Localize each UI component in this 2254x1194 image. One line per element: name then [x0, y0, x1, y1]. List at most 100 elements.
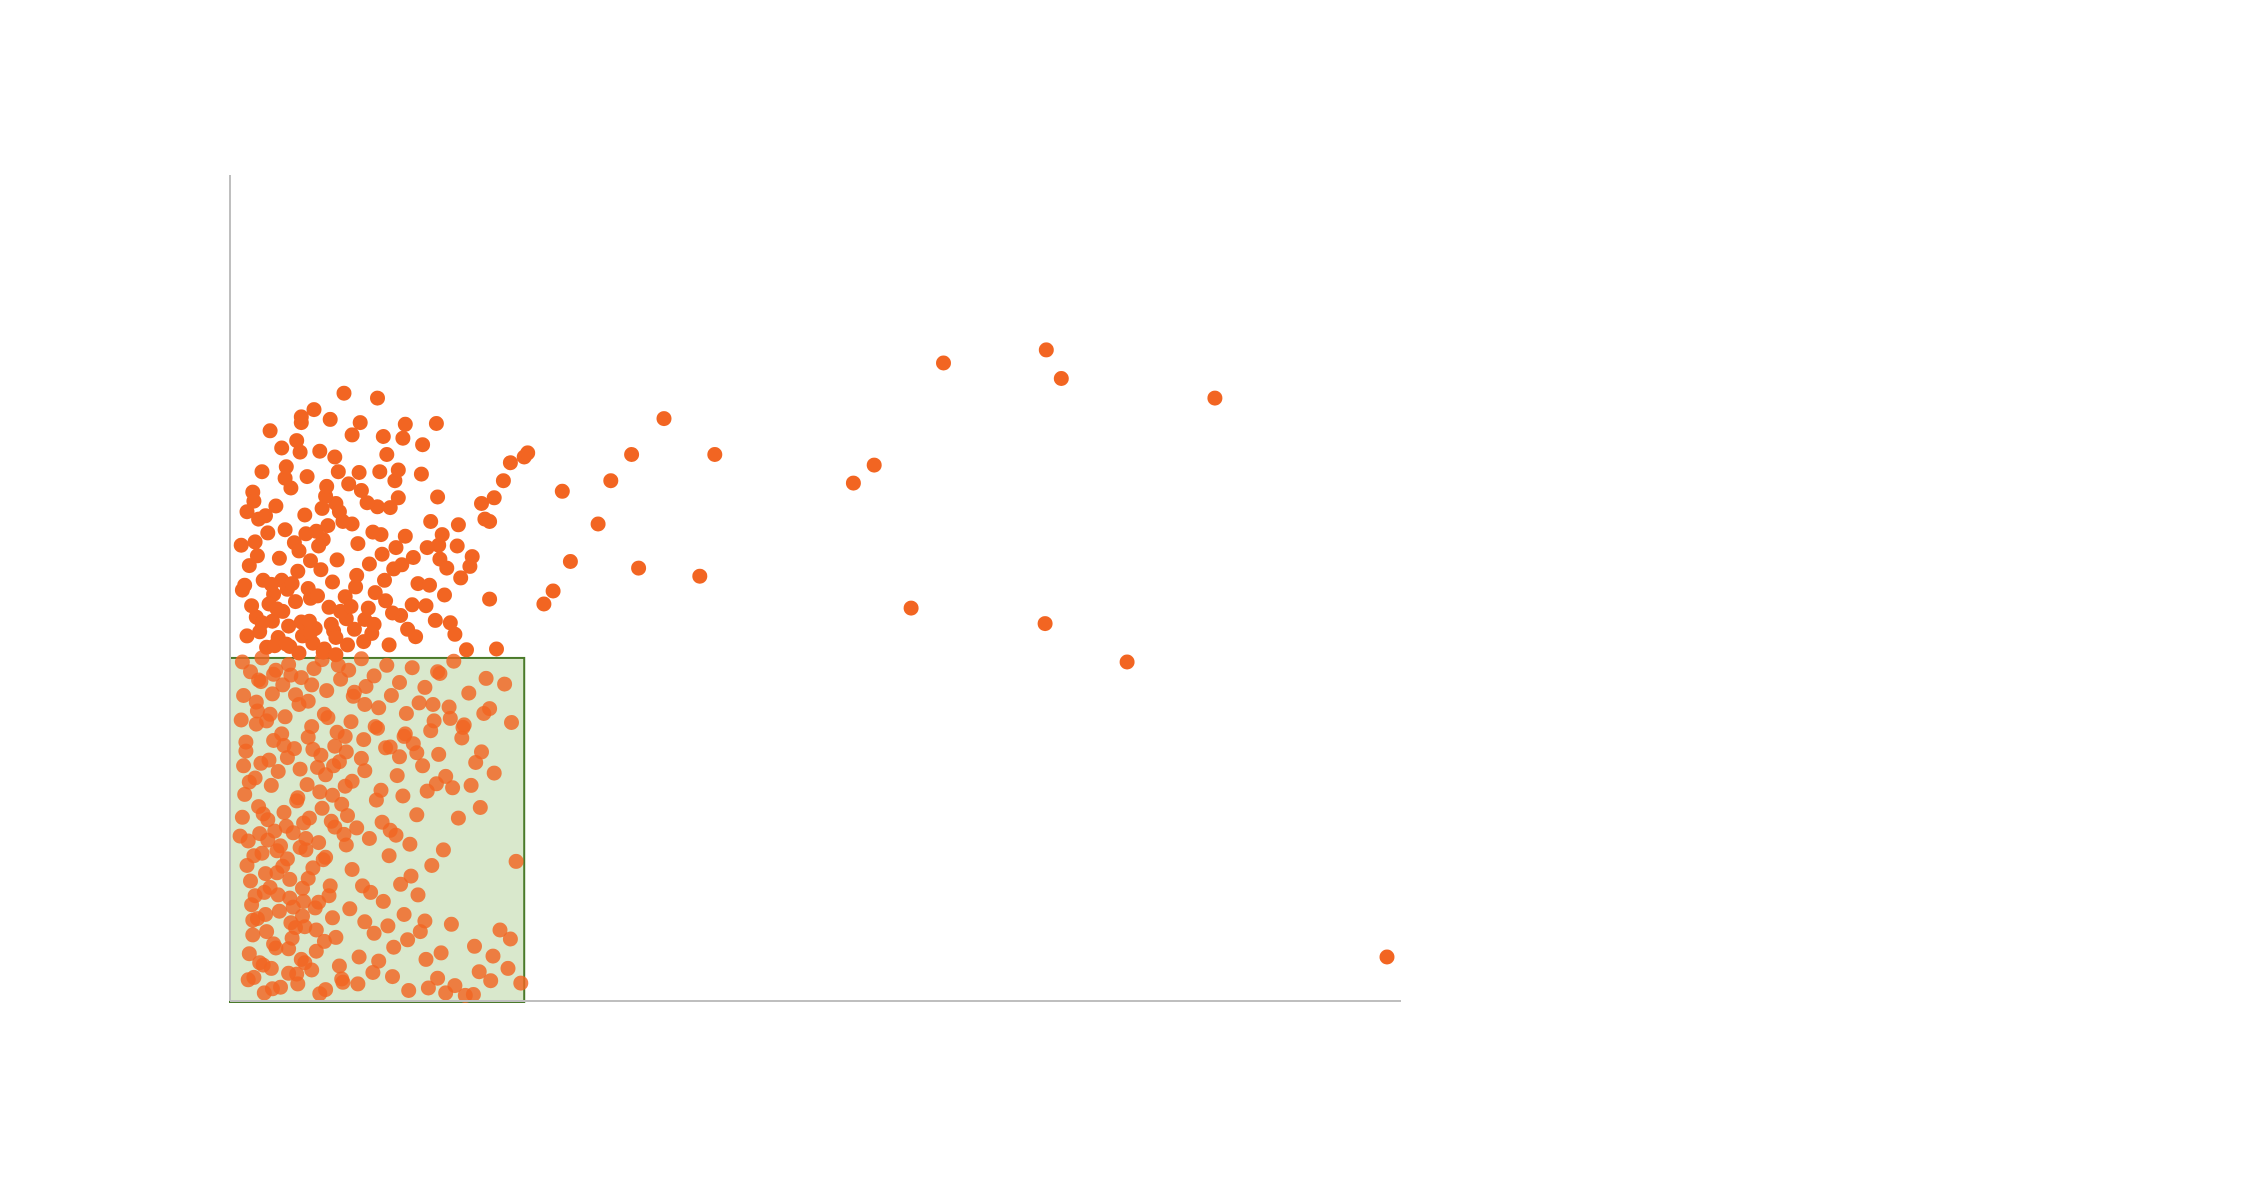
data-point: [422, 577, 437, 593]
data-point: [252, 826, 268, 842]
data-point: [442, 710, 458, 726]
data-point: [418, 598, 434, 614]
data-point: [336, 385, 352, 401]
data-point: [313, 747, 329, 763]
data-point: [385, 605, 400, 621]
data-point: [370, 390, 385, 406]
data-point: [245, 912, 261, 928]
data-point: [353, 651, 369, 667]
data-point: [301, 613, 317, 629]
data-point: [508, 853, 524, 869]
data-point: [284, 576, 300, 592]
data-point: [282, 871, 298, 887]
data-point: [295, 880, 310, 896]
data-point: [247, 534, 263, 550]
data-point: [255, 957, 271, 973]
data-point: [845, 475, 861, 491]
data-point: [243, 873, 258, 889]
data-point: [271, 903, 287, 919]
data-point: [453, 570, 469, 586]
data-point: [385, 969, 400, 985]
data-point: [397, 528, 413, 544]
data-point: [315, 644, 331, 660]
data-point: [241, 946, 257, 962]
data-point: [439, 560, 455, 576]
data-point: [318, 849, 334, 865]
data-point: [296, 893, 312, 909]
data-point: [326, 758, 342, 774]
data-point: [312, 784, 328, 800]
data-point: [278, 459, 294, 475]
data-point: [282, 890, 298, 906]
data-point: [371, 700, 387, 716]
data-point: [289, 433, 305, 449]
data-point: [337, 778, 353, 794]
data-point: [300, 729, 316, 745]
data-point: [254, 464, 270, 480]
data-point: [554, 483, 570, 499]
data-point: [365, 965, 381, 980]
data-point: [249, 548, 265, 564]
data-point: [256, 884, 272, 900]
data-point: [409, 745, 425, 761]
data-point: [286, 741, 302, 757]
data-point: [344, 427, 360, 443]
data-point: [266, 666, 282, 682]
data-point: [353, 750, 369, 766]
data-point: [631, 560, 647, 576]
data-point: [321, 599, 337, 615]
data-point: [285, 825, 301, 841]
data-point: [443, 916, 459, 932]
data-point: [471, 964, 487, 980]
data-point: [360, 600, 376, 616]
data-point: [246, 493, 262, 509]
data-point: [395, 430, 411, 446]
data-point: [361, 831, 377, 846]
data-point: [398, 706, 414, 721]
data-point: [306, 402, 322, 418]
data-point: [389, 768, 405, 784]
data-point: [328, 647, 344, 663]
data-point: [482, 514, 498, 529]
data-point: [321, 888, 337, 904]
data-point: [281, 657, 297, 672]
data-point: [449, 538, 465, 554]
data-point: [357, 914, 373, 930]
data-point: [372, 464, 388, 480]
data-point: [244, 897, 260, 913]
data-point: [603, 473, 619, 489]
data-point: [274, 440, 290, 456]
data-point: [536, 596, 552, 612]
data-point: [417, 913, 433, 929]
data-point: [236, 688, 252, 703]
data-point: [323, 813, 339, 829]
data-point: [447, 626, 463, 642]
data-point: [323, 616, 339, 632]
data-point: [404, 597, 420, 613]
data-point: [298, 831, 314, 846]
data-point: [380, 918, 396, 934]
data-point: [254, 650, 270, 666]
data-point: [415, 758, 431, 774]
data-point: [254, 845, 270, 861]
data-point: [402, 836, 418, 852]
data-point: [492, 922, 508, 938]
data-point: [327, 738, 343, 754]
data-point: [624, 447, 640, 462]
data-point: [281, 618, 297, 634]
data-point: [474, 496, 489, 511]
data-point: [430, 970, 446, 986]
data-point: [424, 858, 440, 873]
data-point: [520, 445, 536, 461]
data-point: [396, 728, 412, 744]
data-point: [352, 415, 368, 431]
data-point: [394, 557, 410, 573]
data-point: [497, 676, 513, 692]
data-point: [281, 965, 297, 981]
data-point: [306, 661, 322, 677]
data-point: [359, 495, 375, 511]
data-point: [367, 585, 383, 601]
data-point: [297, 507, 313, 523]
data-point: [311, 538, 327, 554]
